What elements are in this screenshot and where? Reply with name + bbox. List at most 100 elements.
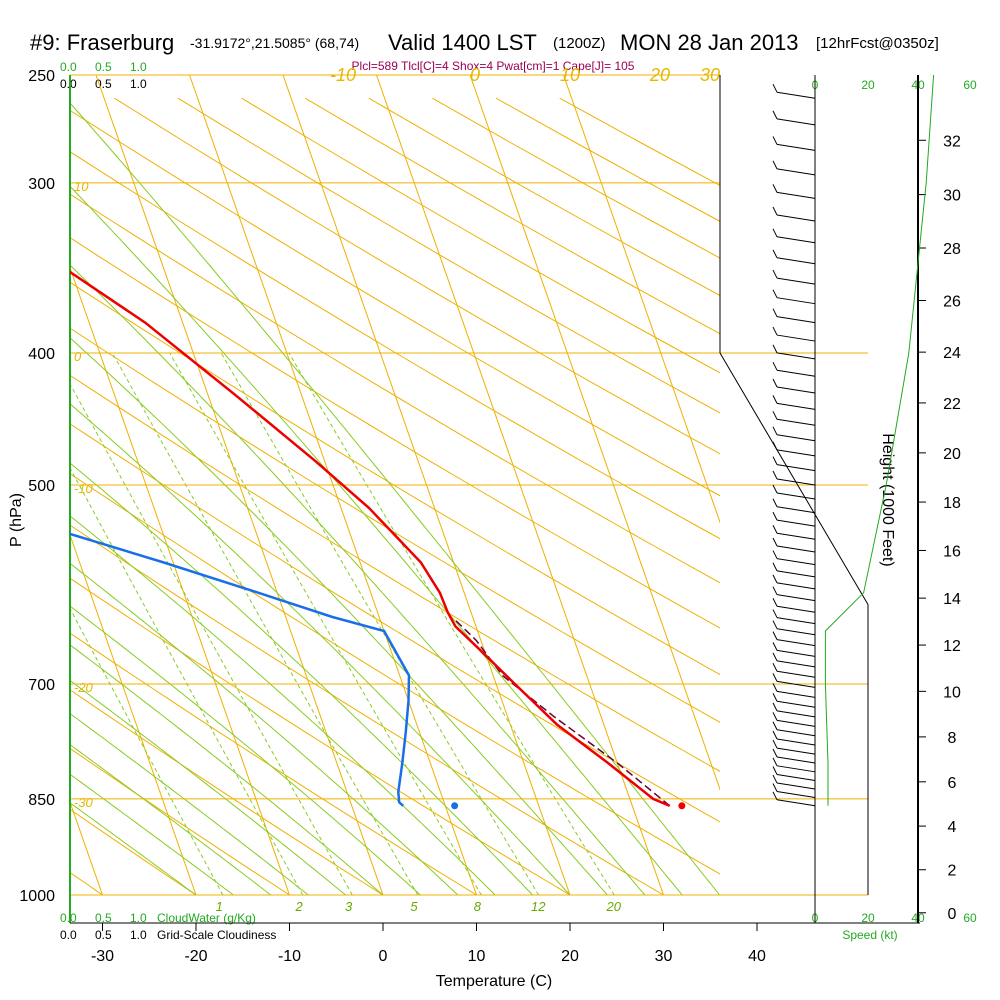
valid-time: Valid 1400 LST xyxy=(388,30,537,55)
wind-barb-flag xyxy=(772,721,778,730)
series-clip xyxy=(70,270,671,807)
cloud-top-green-2: 1.0 xyxy=(130,60,147,74)
height-tick-label: 4 xyxy=(948,819,957,836)
cloud-bottom-green-1: 0.5 xyxy=(95,911,112,925)
wind-barb-flag xyxy=(772,574,778,584)
pressure-tick-label: 500 xyxy=(28,478,55,495)
height-tick-label: 18 xyxy=(943,495,961,512)
temperature-tick-label: -10 xyxy=(278,948,301,965)
dry-adiabat-line xyxy=(432,97,720,259)
temperature-tick-label: 30 xyxy=(655,948,673,965)
wind-barb xyxy=(776,773,816,781)
dry-adiabat-line xyxy=(70,808,197,895)
mixing-ratio-line xyxy=(70,466,304,895)
wind-barb-flag xyxy=(772,470,778,480)
pressure-tick-label: 700 xyxy=(28,677,55,694)
height-tick-label: 2 xyxy=(948,863,957,880)
cloud-top-black-1: 0.5 xyxy=(95,77,112,91)
wind-barb xyxy=(776,91,816,99)
forecast-run: [12hrFcst@0350z] xyxy=(816,35,939,52)
wind-barb xyxy=(776,700,816,708)
wind-barb-flag xyxy=(772,774,778,784)
wind-barb xyxy=(776,449,816,457)
wind-barb-flag xyxy=(772,730,778,740)
height-tick-label: 12 xyxy=(943,638,961,655)
wind-barb xyxy=(776,191,816,199)
wind-barb-flag xyxy=(772,83,778,93)
zulu-time: (1200Z) xyxy=(553,35,606,52)
wind-barb-flag xyxy=(772,702,778,712)
forecast-date: MON 28 Jan 2013 xyxy=(620,30,799,55)
wind-barb xyxy=(776,214,816,222)
temperature-tick-label: -30 xyxy=(91,948,114,965)
series-layer xyxy=(70,270,686,810)
wind-barb-flag xyxy=(772,683,778,692)
wind-barb xyxy=(776,236,816,244)
dry-adiabat-line xyxy=(70,327,720,723)
wind-barb-flag xyxy=(772,652,778,662)
isotherm-left-label: -10 xyxy=(74,481,94,496)
wind-barb xyxy=(776,297,816,305)
temperature-tick-label: 20 xyxy=(561,948,579,965)
cloud-bottom-black-1: 0.5 xyxy=(95,928,112,942)
wind-barb xyxy=(776,747,816,755)
height-tick-label: 16 xyxy=(943,543,961,560)
dry-adiabat-line xyxy=(70,374,720,772)
cloud-scale-top: 0.0 0.5 1.0 0.0 0.5 1.0 xyxy=(60,60,147,91)
wind-barb-flag xyxy=(772,456,778,465)
wind-barb-flag xyxy=(772,609,778,618)
wind-barb xyxy=(776,418,816,426)
wind-barb-flag xyxy=(772,110,778,120)
wind-barb-flag xyxy=(772,441,778,451)
wind-barb-flag xyxy=(772,739,778,749)
wind-barb xyxy=(776,168,816,176)
cloud-bottom-black-2: 1.0 xyxy=(130,928,147,942)
wind-barb xyxy=(776,680,816,688)
cloud-scale-bottom: 0.0 0.5 1.0 CloudWater (g/Kg) 0.0 0.5 1.… xyxy=(60,911,276,942)
dry-adiabat-line xyxy=(241,97,720,374)
cloud-bottom-green-0: 0.0 xyxy=(60,911,77,925)
height-tick-label: 24 xyxy=(943,345,961,362)
temperature-tick-label: 0 xyxy=(379,948,388,965)
dry-adiabat-line xyxy=(70,632,477,895)
temperature-tick-label: -20 xyxy=(184,948,207,965)
isotherm-line xyxy=(0,75,9,895)
mixing-ratio-label: 1 xyxy=(216,899,223,914)
height-tick-label: 10 xyxy=(943,684,961,701)
mixing-ratio-line xyxy=(288,352,615,895)
dry-adiabat-line xyxy=(70,281,720,676)
dry-adiabat-line xyxy=(70,423,720,823)
dry-adiabat-line xyxy=(70,689,384,895)
wind-layer xyxy=(772,74,935,807)
moist-adiabat-line xyxy=(70,102,720,895)
moist-adiabat-line xyxy=(70,773,234,895)
wind-barb-flag xyxy=(772,631,778,640)
pressure-tick-label: 300 xyxy=(28,176,55,193)
speed-axis-title: Speed (kt) xyxy=(842,928,897,942)
cloud-top-black-0: 0.0 xyxy=(60,77,77,91)
moist-adiabat-line xyxy=(70,712,309,895)
wind-barb xyxy=(776,729,816,737)
wind-barb-flag xyxy=(772,426,778,436)
wind-barb-flag xyxy=(772,511,778,521)
moist-adiabat-line xyxy=(70,744,272,895)
wind-barb xyxy=(776,352,816,360)
dry-adiabat-line xyxy=(70,237,720,629)
cloudiness-title: Grid-Scale Cloudiness xyxy=(157,928,276,942)
isotherm-line xyxy=(70,533,197,895)
moist-adiabat-line xyxy=(70,337,608,895)
wind-barb xyxy=(776,257,816,265)
station-title: #9: Fraserburg xyxy=(30,30,174,55)
cloud-water-title: CloudWater (g/Kg) xyxy=(157,911,256,925)
wind-barb-flag xyxy=(772,308,778,317)
wind-barb-flag xyxy=(772,791,778,801)
pressure-tick-label: 850 xyxy=(28,792,55,809)
dry-adiabat-line xyxy=(114,97,720,455)
wind-barb xyxy=(776,639,816,647)
wind-barb-flag xyxy=(772,289,778,298)
mixing-ratio-label: 5 xyxy=(410,899,418,914)
wind-barb-flag xyxy=(772,748,778,758)
height-tick-label: 32 xyxy=(943,133,961,150)
wind-barb xyxy=(776,369,816,377)
